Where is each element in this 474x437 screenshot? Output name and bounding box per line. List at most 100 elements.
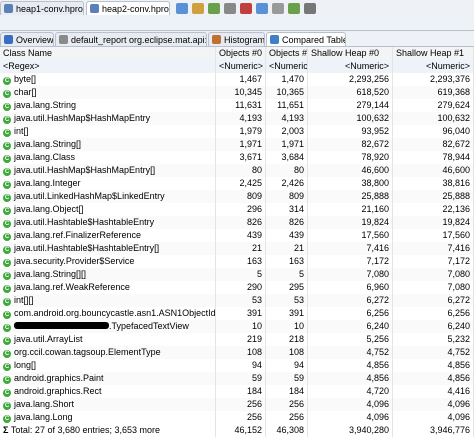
table-cell-text: byte[] (14, 74, 37, 84)
table-cell-text: 6,240 (447, 321, 470, 331)
table-cell: 619,368 (393, 86, 474, 99)
table-cell-text: 19,824 (361, 217, 389, 227)
view-tab[interactable]: Histogram (208, 32, 265, 46)
table-cell-text: 184 (288, 386, 304, 396)
table-cell-text: 218 (288, 334, 304, 344)
table-cell: 82,672 (308, 138, 393, 151)
table-cell-text: 82,672 (442, 139, 470, 149)
table-cell: 80 (216, 164, 266, 177)
table-cell-text: 10,345 (234, 87, 262, 97)
table-cell-text: 21,160 (361, 204, 389, 214)
table-cell-text: 19,824 (442, 217, 470, 227)
table-cell-text: 619,368 (437, 87, 470, 97)
column-header: Objects #1 (266, 47, 308, 60)
table-cell: 6,256 (308, 307, 393, 320)
toolbar-button[interactable] (240, 3, 252, 14)
table-cell-text: 1,971 (281, 139, 304, 149)
table-cell: 11,651 (266, 99, 308, 112)
table-cell-text: 826 (288, 217, 304, 227)
table-cell-text: 3,684 (281, 152, 304, 162)
table-cell-text: 100,632 (437, 113, 470, 123)
view-tab-text: default_report org.eclipse.mat.api:suspe… (71, 35, 207, 45)
toolbar-button[interactable] (224, 3, 236, 14)
table-cell: 256 (266, 411, 308, 424)
table-cell: 1,470 (266, 73, 308, 86)
view-tab[interactable]: Compared Tables (266, 32, 346, 46)
view-tab-text: Compared Tables (282, 35, 346, 45)
table-cell: 59 (266, 372, 308, 385)
table-cell-text: 108 (288, 347, 304, 357)
table-cell: 295 (266, 281, 308, 294)
table-cell-text: 163 (288, 256, 304, 266)
table-cell: 5 (216, 268, 266, 281)
toolbar-button[interactable] (288, 3, 300, 14)
table-cell-text: 25,888 (442, 191, 470, 201)
table-cell-text: 4,096 (447, 412, 470, 422)
table-cell: 7,416 (308, 242, 393, 255)
table-cell-text: 6,256 (366, 308, 389, 318)
toolbar-button[interactable] (176, 3, 188, 14)
table-cell-text: int[][] (14, 295, 34, 305)
table-cell-text: 80 (293, 165, 304, 175)
table-cell-text: org.ccil.cowan.tagsoup.ElementType (14, 347, 161, 357)
table-cell-text: java.lang.Class (14, 152, 76, 162)
table-cell-text: 1,467 (239, 74, 262, 84)
table-cell: 391 (266, 307, 308, 320)
table-cell-text: int[] (14, 126, 29, 136)
table-cell: 256 (216, 398, 266, 411)
table-cell: 10 (216, 320, 266, 333)
table-cell-text: 163 (246, 256, 262, 266)
toolbar-button[interactable] (256, 3, 268, 14)
table-cell: 439 (266, 229, 308, 242)
table-cell-text: 314 (288, 204, 304, 214)
view-tab[interactable]: default_report org.eclipse.mat.api:suspe… (55, 32, 207, 46)
table-cell: 219 (216, 333, 266, 346)
table-cell: 4,752 (393, 346, 474, 359)
table-cell: 279,624 (393, 99, 474, 112)
table-cell: 4,096 (308, 411, 393, 424)
table-cell: 4,096 (393, 398, 474, 411)
table-cell-text: 4,096 (366, 399, 389, 409)
table-cell-text: 2,293,256 (348, 74, 389, 84)
table-cell-text: 78,944 (442, 152, 470, 162)
toolbar-button[interactable] (304, 3, 316, 14)
toolbar-button[interactable] (208, 3, 220, 14)
table-cell-text: 4,096 (447, 399, 470, 409)
table-cell: 7,080 (308, 268, 393, 281)
table-cell-text: 391 (288, 308, 304, 318)
filter-cell-text: <Numeric> (425, 61, 470, 71)
table-cell: 256 (266, 398, 308, 411)
table-cell: 7,416 (393, 242, 474, 255)
table-cell-text: 4,193 (281, 113, 304, 123)
table-cell-text: 11,631 (235, 100, 262, 110)
table-cell: C .TypefacedTextView (0, 320, 216, 333)
table-cell-text: 279,144 (356, 100, 389, 110)
table-cell: 256 (216, 411, 266, 424)
table-cell-text: 108 (246, 347, 262, 357)
editor-tab[interactable]: heap1-conv.hprof (0, 1, 84, 15)
table-cell-text: 6,256 (447, 308, 470, 318)
toolbar-button[interactable] (272, 3, 284, 14)
editor-tab[interactable]: heap2-conv.hprof (86, 1, 170, 15)
table-cell-text: 7,416 (447, 243, 470, 253)
table-cell: 7,172 (393, 255, 474, 268)
total-cell-text: Total: 27 of 3,680 entries; 3,653 more (10, 425, 161, 435)
table-cell-text: java.util.Hashtable$HashtableEntry (14, 217, 155, 227)
toolbar-button[interactable] (192, 3, 204, 14)
table-cell-text: 6,960 (366, 282, 389, 292)
table-cell-text: 94 (293, 360, 304, 370)
table-cell: 4,856 (308, 372, 393, 385)
total-cell: 46,308 (266, 424, 308, 437)
column-header: Shallow Heap #0 (308, 47, 393, 60)
column-header: Shallow Heap #1 (393, 47, 474, 60)
filter-cell-text: <Numeric> (219, 61, 264, 71)
table-cell: 108 (266, 346, 308, 359)
view-tab[interactable]: Overview (0, 32, 54, 46)
table-cell-text: 1,971 (239, 139, 262, 149)
